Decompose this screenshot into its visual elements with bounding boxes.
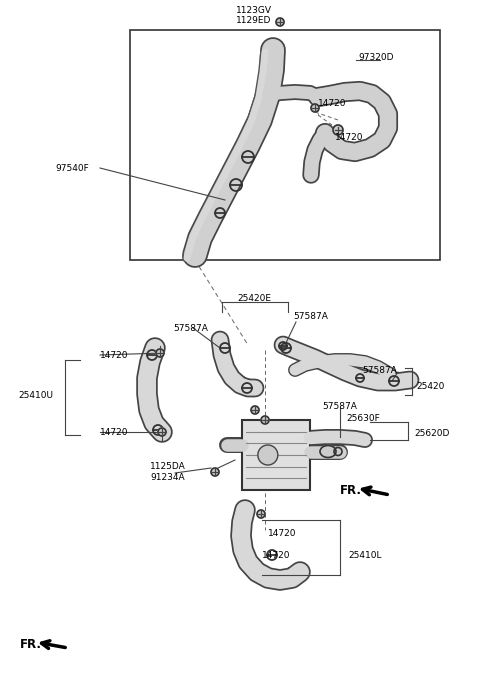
Text: 1123GV: 1123GV: [236, 5, 272, 14]
Text: 97540F: 97540F: [55, 164, 89, 173]
Circle shape: [156, 349, 164, 357]
Text: 25410U: 25410U: [18, 390, 53, 399]
Text: 25420: 25420: [416, 382, 444, 390]
Circle shape: [158, 428, 166, 436]
Text: 57587A: 57587A: [362, 366, 397, 375]
Ellipse shape: [334, 447, 342, 456]
Text: 14720: 14720: [262, 551, 290, 560]
Text: 25420E: 25420E: [237, 293, 271, 303]
Ellipse shape: [320, 445, 336, 458]
Text: 1125DA: 1125DA: [150, 462, 186, 471]
Circle shape: [311, 104, 319, 112]
Text: 25410L: 25410L: [348, 551, 382, 560]
Circle shape: [251, 406, 259, 414]
Text: 1129ED: 1129ED: [236, 16, 271, 25]
Text: FR.: FR.: [20, 638, 42, 651]
Bar: [130, 30, 440, 260]
Text: 14720: 14720: [335, 132, 363, 142]
Text: 57587A: 57587A: [322, 401, 357, 410]
Text: 91234A: 91234A: [150, 473, 185, 482]
Text: 25630F: 25630F: [346, 414, 380, 423]
Circle shape: [258, 445, 278, 465]
Text: 14720: 14720: [268, 529, 297, 538]
Text: 97320D: 97320D: [358, 53, 394, 62]
Circle shape: [333, 125, 343, 135]
Circle shape: [257, 510, 265, 518]
Text: 14720: 14720: [100, 351, 129, 360]
Circle shape: [261, 416, 269, 424]
Text: 57587A: 57587A: [293, 312, 328, 321]
Bar: [242, 420, 310, 490]
Text: 25620D: 25620D: [414, 429, 449, 438]
Text: 14720: 14720: [100, 427, 129, 436]
Text: 14720: 14720: [318, 99, 347, 108]
Circle shape: [211, 468, 219, 476]
Text: FR.: FR.: [340, 484, 362, 497]
Circle shape: [276, 18, 284, 26]
Text: 57587A: 57587A: [173, 323, 208, 332]
